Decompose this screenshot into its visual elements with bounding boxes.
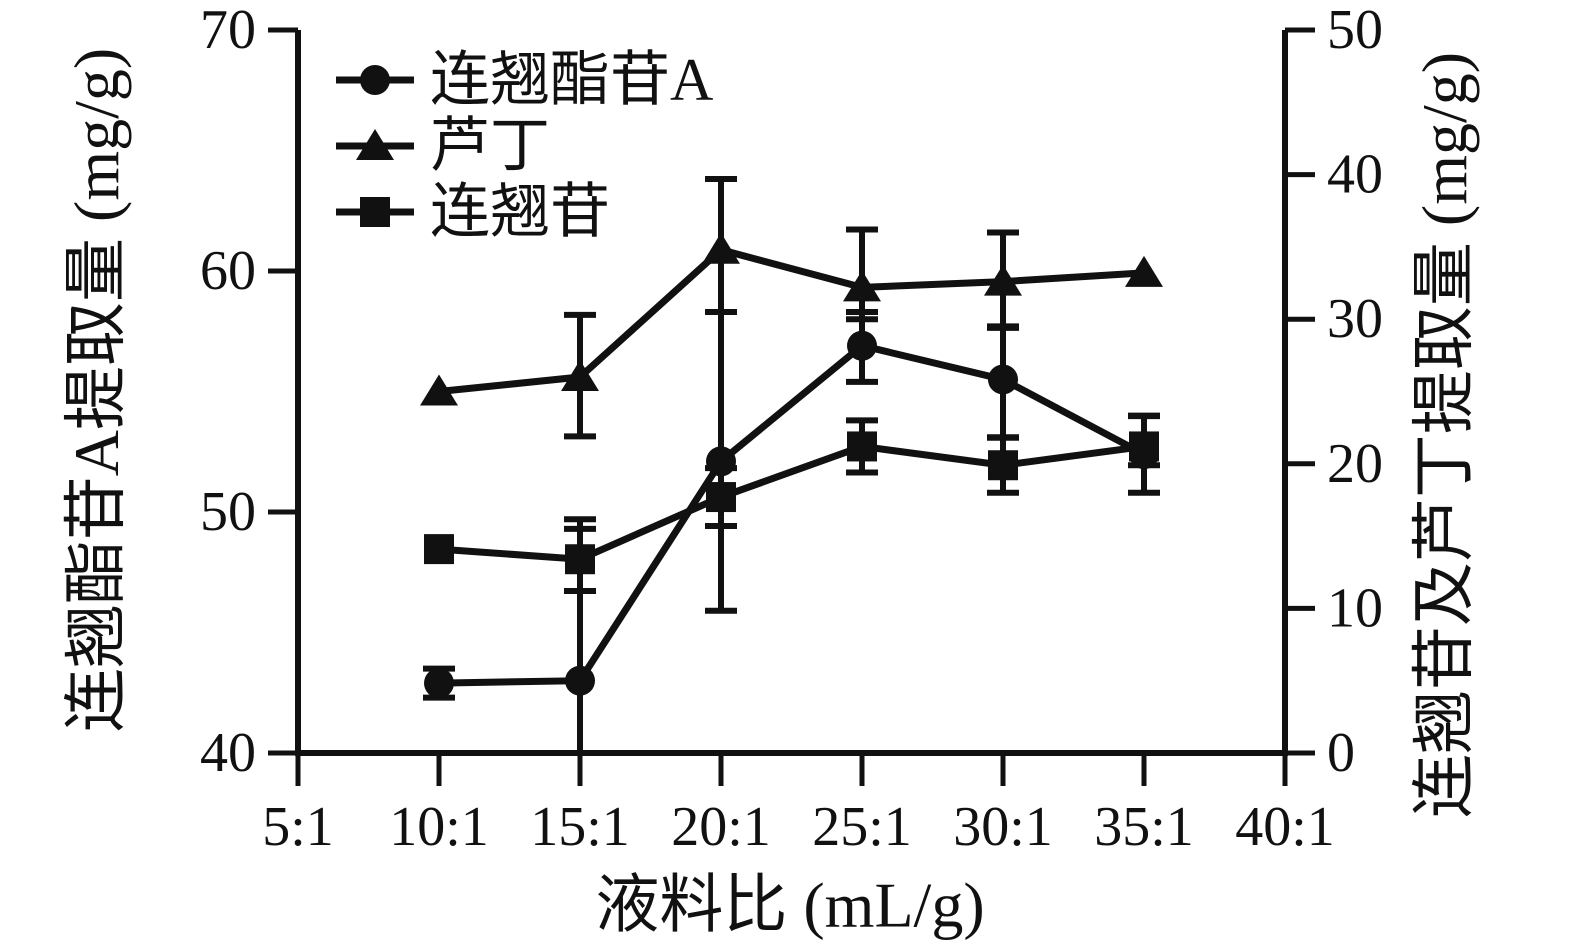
x-tick-label: 15:1 xyxy=(530,796,630,858)
right-tick-label: 40 xyxy=(1327,144,1383,206)
triangle-marker xyxy=(561,360,599,392)
right-tick-label: 0 xyxy=(1327,722,1355,784)
circle-marker xyxy=(360,65,390,95)
triangle-marker xyxy=(702,232,740,264)
circle-marker xyxy=(565,665,595,696)
triangle-marker xyxy=(843,270,881,302)
square-marker xyxy=(847,431,877,462)
x-tick-label: 35:1 xyxy=(1094,796,1194,858)
x-tick-label: 10:1 xyxy=(389,796,489,858)
circle-marker xyxy=(706,446,736,477)
right-tick-label: 30 xyxy=(1327,288,1383,350)
series-markers xyxy=(420,232,1163,699)
legend-label-lianqiaozhigan-a: 连翘酯苷A xyxy=(430,47,713,113)
legend-label-lianqiaogan: 连翘苷 xyxy=(430,179,610,245)
right-axis-title: 连翘苷及芦丁提取量 (mg/g) xyxy=(1409,52,1480,818)
left-tick-label: 60 xyxy=(200,240,256,302)
circle-marker xyxy=(424,668,454,699)
x-tick-label: 40:1 xyxy=(1235,796,1335,858)
triangle-marker xyxy=(420,374,458,406)
left-tick-label: 50 xyxy=(200,481,256,543)
right-tick-label: 10 xyxy=(1327,577,1383,639)
triangle-marker xyxy=(356,129,394,160)
series-lines xyxy=(438,245,1146,687)
right-tick-label: 50 xyxy=(1327,0,1383,61)
square-marker xyxy=(360,197,390,227)
series-line-square xyxy=(438,442,1145,563)
tick-labels: 40 50 60 70 0 10 20 30 40 50 5:1 10:1 15:1 20:1 25:1 30… xyxy=(200,0,1383,858)
square-marker xyxy=(424,534,454,565)
left-tick-label: 70 xyxy=(200,0,256,61)
series-line-circle xyxy=(438,341,1146,687)
legend-icons xyxy=(336,65,414,227)
left-tick-label: 40 xyxy=(200,722,256,784)
legend-label-luding: 芦丁 xyxy=(430,113,550,179)
circle-marker xyxy=(847,330,877,361)
triangle-marker xyxy=(1125,255,1163,287)
x-tick-label: 25:1 xyxy=(812,796,912,858)
right-tick-label: 20 xyxy=(1327,433,1383,495)
square-marker xyxy=(1129,431,1159,462)
left-axis-title: 连翘酯苷A提取量 (mg/g) xyxy=(61,48,132,732)
x-tick-label: 30:1 xyxy=(953,796,1053,858)
circle-marker xyxy=(988,364,1018,395)
x-axis-title: 液料比 (mL/g) xyxy=(595,870,984,941)
square-marker xyxy=(988,450,1018,481)
x-tick-label: 20:1 xyxy=(671,796,771,858)
series-line-triangle xyxy=(438,245,1145,395)
triangle-marker xyxy=(984,264,1022,296)
axes xyxy=(268,27,1315,786)
square-marker xyxy=(565,544,595,575)
x-tick-label: 5:1 xyxy=(262,796,334,858)
legend: 连翘酯苷A 芦丁 连翘苷 xyxy=(336,47,713,245)
square-marker xyxy=(706,482,736,513)
